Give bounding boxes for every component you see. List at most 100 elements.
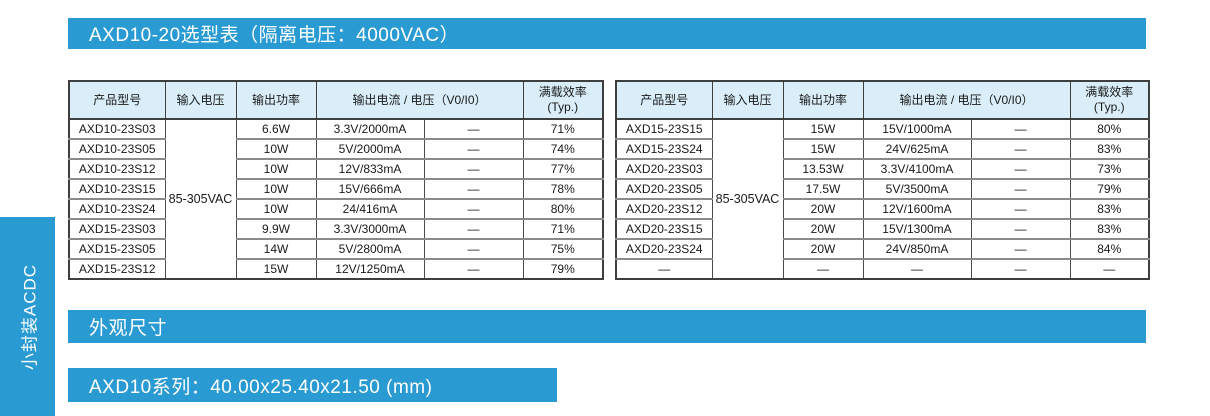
output-iv-cell: 24V/625mA bbox=[862, 138, 972, 159]
output-iv-cell: 5V/2800mA bbox=[315, 238, 425, 259]
output-iv-cell: 3.3V/4100mA bbox=[862, 158, 972, 179]
efficiency-cell: 79% bbox=[522, 258, 604, 279]
efficiency-cell: 84% bbox=[1069, 238, 1150, 259]
col-header-output-power: 输出功率 bbox=[235, 80, 317, 120]
model-cell: AXD10-23S05 bbox=[68, 138, 166, 159]
selection-table-title: AXD10-20选型表（隔离电压：4000VAC） bbox=[89, 25, 460, 46]
model-cell: AXD10-23S12 bbox=[68, 158, 166, 179]
model-cell: AXD20-23S03 bbox=[615, 158, 713, 179]
efficiency-cell: 83% bbox=[1069, 198, 1150, 219]
col-header-output-iv: 输出电流 / 电压（V0/I0） bbox=[315, 80, 524, 120]
output-power-cell: 9.9W bbox=[235, 218, 317, 239]
output-power-cell: 15W bbox=[235, 258, 317, 279]
efficiency-cell: 75% bbox=[522, 238, 604, 259]
output-power-cell: 6.6W bbox=[235, 119, 317, 139]
table-row: AXD20-23S05 17.5W 5V/3500mA —79% bbox=[615, 178, 1150, 199]
appearance-size-title: 外观尺寸 bbox=[89, 318, 168, 339]
efficiency-cell: 78% bbox=[522, 178, 604, 199]
table-row: — — — — — bbox=[615, 258, 1150, 279]
efficiency-cell: 71% bbox=[522, 119, 604, 139]
table-row: AXD15-23S05 14W 5V/2800mA —75% bbox=[68, 238, 604, 259]
output-power-cell: 10W bbox=[235, 158, 317, 179]
col-header-output-iv: 输出电流 / 电压（V0/I0） bbox=[862, 80, 1071, 120]
output-iv-cell: 5V/2000mA bbox=[315, 138, 425, 159]
output-iv-secondary-cell: — bbox=[970, 119, 1071, 139]
selection-table-left: 产品型号 输入电压 输出功率 输出电流 / 电压（V0/I0） 满载效率 (Ty… bbox=[68, 80, 604, 280]
output-iv-secondary-cell: — bbox=[970, 138, 1071, 159]
output-iv-cell: 24V/850mA bbox=[862, 238, 972, 259]
model-cell: AXD20-23S12 bbox=[615, 198, 713, 219]
output-iv-cell: — bbox=[862, 258, 972, 279]
selection-table-right: 产品型号 输入电压 输出功率 输出电流 / 电压（V0/I0） 满载效率 (Ty… bbox=[615, 80, 1150, 280]
axd10-series-dimension-bar: AXD10系列：40.00x25.40x21.50 (mm) bbox=[68, 368, 557, 402]
table-row: AXD10-23S03 85-305VAC 6.6W 3.3V/2000mA —71% bbox=[68, 119, 604, 279]
model-cell: AXD15-23S05 bbox=[68, 238, 166, 259]
axd10-series-dimension-text: AXD10系列：40.00x25.40x21.50 (mm) bbox=[89, 376, 433, 398]
output-iv-secondary-cell: — bbox=[970, 218, 1071, 239]
output-iv-cell: 12V/1600mA bbox=[862, 198, 972, 219]
efficiency-cell: 74% bbox=[522, 138, 604, 159]
table-row: AXD20-23S12 20W 12V/1600mA —83% bbox=[615, 198, 1150, 219]
output-iv-secondary-cell: — bbox=[423, 119, 524, 139]
efficiency-cell: 83% bbox=[1069, 138, 1150, 159]
col-header-input-voltage: 输入电压 bbox=[711, 80, 784, 120]
model-cell: AXD15-23S24 bbox=[615, 138, 713, 159]
output-iv-secondary-cell: — bbox=[970, 198, 1071, 219]
table-row: AXD15-23S24 15W 24V/625mA —83% bbox=[615, 138, 1150, 159]
efficiency-cell: 77% bbox=[522, 158, 604, 179]
model-cell: AXD10-23S15 bbox=[68, 178, 166, 199]
output-iv-secondary-cell: — bbox=[423, 138, 524, 159]
model-cell: AXD15-23S15 bbox=[615, 119, 713, 139]
table-row: AXD10-23S24 10W 24/416mA —80% bbox=[68, 198, 604, 219]
output-iv-secondary-cell: — bbox=[423, 218, 524, 239]
output-iv-cell: 5V/3500mA bbox=[862, 178, 972, 199]
output-iv-secondary-cell: — bbox=[423, 238, 524, 259]
output-power-cell: 10W bbox=[235, 198, 317, 219]
output-iv-cell: 15V/1300mA bbox=[862, 218, 972, 239]
output-power-cell: 10W bbox=[235, 138, 317, 159]
col-header-input-voltage: 输入电压 bbox=[164, 80, 237, 120]
model-cell: AXD15-23S12 bbox=[68, 258, 166, 279]
table-row: AXD20-23S03 13.53W 3.3V/4100mA —73% bbox=[615, 158, 1150, 179]
output-iv-secondary-cell: — bbox=[423, 258, 524, 279]
efficiency-cell: — bbox=[1069, 258, 1150, 279]
output-power-cell: 17.5W bbox=[782, 178, 864, 199]
output-power-cell: 20W bbox=[782, 218, 864, 239]
efficiency-cell: 71% bbox=[522, 218, 604, 239]
input-voltage-cell: 85-305VAC bbox=[164, 119, 237, 279]
category-label: 小封装ACDC bbox=[20, 263, 39, 370]
table-row: AXD10-23S12 10W 12V/833mA —77% bbox=[68, 158, 604, 179]
table-row: AXD20-23S15 20W 15V/1300mA —83% bbox=[615, 218, 1150, 239]
table-row: AXD10-23S15 10W 15V/666mA —78% bbox=[68, 178, 604, 199]
table-header-row: 产品型号 输入电压 输出功率 输出电流 / 电压（V0/I0） 满载效率 (Ty… bbox=[615, 80, 1150, 120]
model-cell: AXD10-23S03 bbox=[68, 119, 166, 139]
output-iv-cell: 12V/1250mA bbox=[315, 258, 425, 279]
output-power-cell: 20W bbox=[782, 198, 864, 219]
output-power-cell: 20W bbox=[782, 238, 864, 259]
output-power-cell: 15W bbox=[782, 119, 864, 139]
output-iv-secondary-cell: — bbox=[423, 178, 524, 199]
output-iv-cell: 3.3V/3000mA bbox=[315, 218, 425, 239]
col-header-efficiency: 满载效率 (Typ.) bbox=[1069, 80, 1150, 120]
output-iv-secondary-cell: — bbox=[970, 158, 1071, 179]
output-iv-cell: 24/416mA bbox=[315, 198, 425, 219]
efficiency-cell: 80% bbox=[522, 198, 604, 219]
efficiency-cell: 79% bbox=[1069, 178, 1150, 199]
table-row: AXD15-23S12 15W 12V/1250mA —79% bbox=[68, 258, 604, 279]
efficiency-cell: 83% bbox=[1069, 218, 1150, 239]
output-iv-secondary-cell: — bbox=[970, 258, 1071, 279]
output-iv-cell: 15V/1000mA bbox=[862, 119, 972, 139]
output-power-cell: — bbox=[782, 258, 864, 279]
output-power-cell: 15W bbox=[782, 138, 864, 159]
efficiency-cell: 80% bbox=[1069, 119, 1150, 139]
output-power-cell: 13.53W bbox=[782, 158, 864, 179]
table-row: AXD15-23S03 9.9W 3.3V/3000mA —71% bbox=[68, 218, 604, 239]
table-row: AXD10-23S05 10W 5V/2000mA —74% bbox=[68, 138, 604, 159]
output-iv-secondary-cell: — bbox=[423, 158, 524, 179]
model-cell: — bbox=[615, 258, 713, 279]
output-iv-secondary-cell: — bbox=[423, 198, 524, 219]
output-power-cell: 14W bbox=[235, 238, 317, 259]
table-row: AXD20-23S24 20W 24V/850mA —84% bbox=[615, 238, 1150, 259]
output-iv-cell: 12V/833mA bbox=[315, 158, 425, 179]
col-header-model: 产品型号 bbox=[68, 80, 166, 120]
